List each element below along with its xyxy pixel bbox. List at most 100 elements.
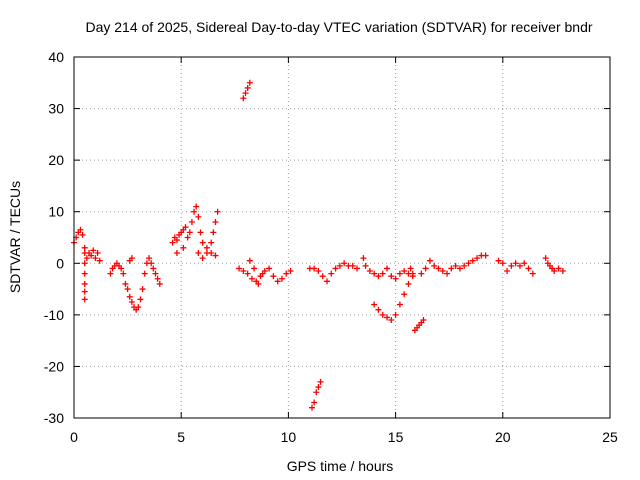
data-point [384,314,391,321]
data-point [405,280,412,287]
data-point [240,95,247,102]
data-point [388,317,395,324]
data-point [191,208,198,215]
data-point [431,262,438,269]
data-point [521,260,528,267]
data-point [354,265,361,272]
data-point [349,262,356,269]
x-tick-label: 15 [388,429,404,445]
grid [74,57,610,418]
x-axis-label: GPS time / hours [287,458,394,474]
series-seg-f [126,255,135,264]
series-seg-c [83,247,103,264]
data-point [439,268,446,275]
series-seg-u [418,257,433,277]
data-point [287,268,294,275]
data-point [332,265,339,272]
data-point [81,260,88,267]
data-point [199,255,206,262]
data-point [341,260,348,267]
data-point [186,229,193,236]
series-seg-l [240,79,253,102]
series-seg-w [495,257,536,277]
y-tick-label: 20 [48,152,64,168]
y-axis-label: SDTVAR / TECUs [7,181,23,293]
x-tick-label: 10 [281,429,297,445]
series-seg-d [107,260,125,277]
data-point [328,270,335,277]
data-point [83,255,90,262]
data-point [360,255,367,262]
series-seg-a [71,226,88,251]
data-point [274,278,281,285]
series-seg-h [169,224,189,246]
data-point [122,280,129,287]
data-point [195,249,202,256]
data-point [444,270,451,277]
data-point [118,265,125,272]
data-point [154,275,161,282]
data-point [315,268,322,275]
data-point [452,262,459,269]
y-tick-label: 30 [48,101,64,117]
data-point [210,229,217,236]
data-point [375,306,382,313]
data-point [474,255,481,262]
data-point [456,265,463,272]
data-point [135,304,142,311]
series-seg-b [81,249,88,303]
data-points [71,79,566,411]
series-seg-p [308,378,324,411]
series-seg-q [360,255,416,282]
data-point [197,229,204,236]
data-point [512,260,519,267]
y-tick-label: -30 [44,410,64,426]
y-tick-label: 10 [48,204,64,220]
data-point [396,270,403,277]
data-point [195,213,202,220]
data-point [203,249,210,256]
data-point [396,301,403,308]
data-point [81,270,88,277]
data-point [418,270,425,277]
data-point [246,79,253,86]
data-point [371,301,378,308]
data-point [139,286,146,293]
data-point [270,273,277,280]
series-seg-g [141,255,163,287]
chart-title: Day 214 of 2025, Sidereal Day-to-day VTE… [85,19,592,35]
data-point [173,237,180,244]
series-seg-t [411,317,427,334]
data-point [469,257,476,264]
data-point [379,311,386,318]
data-point [379,270,386,277]
data-point [555,265,562,272]
x-tick-label: 25 [602,429,618,445]
data-point [240,268,247,275]
data-point [435,265,442,272]
data-point [141,270,148,277]
data-point [188,219,195,226]
data-point [409,270,416,277]
data-point [214,208,221,215]
data-point [173,249,180,256]
data-point [323,278,330,285]
data-point [542,255,549,262]
data-point [90,247,97,254]
data-point [392,275,399,282]
data-point [148,260,155,267]
data-point [319,273,326,280]
data-point [266,265,273,272]
data-point [407,265,414,272]
data-point [529,270,536,277]
data-point [88,252,95,259]
x-tick-label: 0 [70,429,78,445]
data-point [244,270,251,277]
data-point [193,203,200,210]
data-point [283,270,290,277]
data-point [482,252,489,259]
y-tick-label: 40 [48,49,64,65]
series-seg-x [542,255,566,275]
data-point [79,231,86,238]
data-point [184,234,191,241]
